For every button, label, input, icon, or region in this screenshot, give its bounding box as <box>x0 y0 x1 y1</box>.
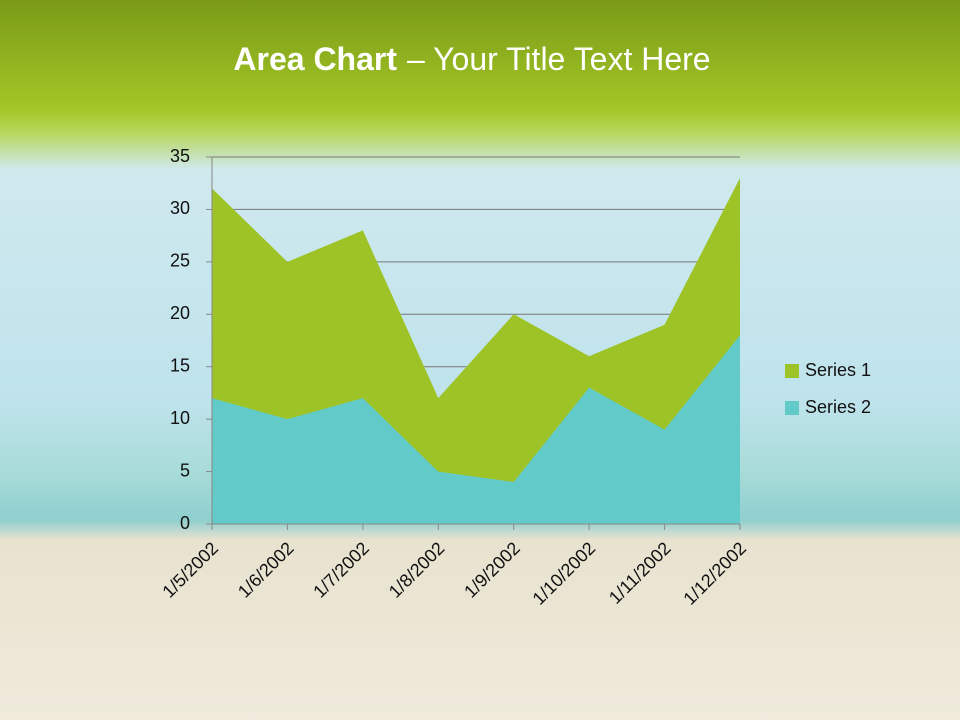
x-tick-label: 1/8/2002 <box>385 538 449 602</box>
area <box>212 335 740 524</box>
y-tick-label: 5 <box>180 460 190 480</box>
y-tick-label: 15 <box>170 355 190 375</box>
x-tick-label: 1/6/2002 <box>234 538 298 602</box>
legend-swatch <box>785 364 799 378</box>
y-tick-label: 10 <box>170 408 190 428</box>
x-tick-label: 1/12/2002 <box>679 538 750 609</box>
x-tick-label: 1/5/2002 <box>158 538 222 602</box>
title-bold: Area Chart <box>233 41 397 77</box>
legend-swatch <box>785 401 799 415</box>
legend-label: Series 1 <box>805 360 871 380</box>
chart-title: Area Chart – Your Title Text Here <box>233 41 710 77</box>
legend-label: Series 2 <box>805 397 871 417</box>
x-tick-label: 1/7/2002 <box>309 538 373 602</box>
x-tick-label: 1/9/2002 <box>460 538 524 602</box>
y-tick-label: 0 <box>180 513 190 533</box>
y-tick-label: 35 <box>170 146 190 166</box>
y-tick-label: 30 <box>170 198 190 218</box>
x-tick-label: 1/10/2002 <box>529 538 600 609</box>
y-tick-label: 20 <box>170 303 190 323</box>
x-tick-label: 1/11/2002 <box>605 538 675 608</box>
title-rest: – Your Title Text Here <box>407 41 711 77</box>
y-tick-label: 25 <box>170 251 190 271</box>
